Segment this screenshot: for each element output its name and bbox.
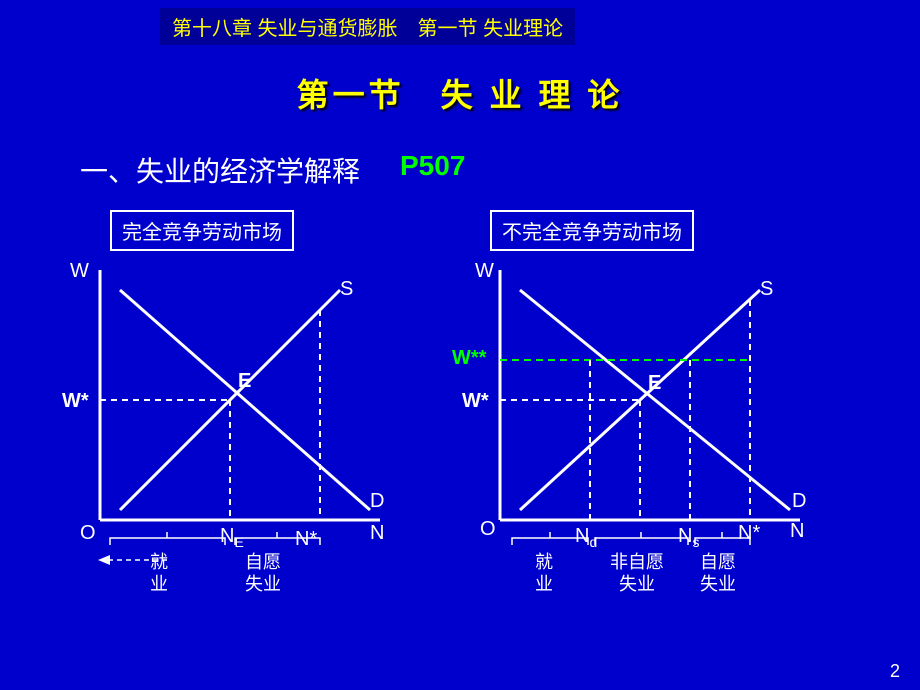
left-w-label: W (70, 260, 89, 283)
page-number: 2 (890, 661, 900, 682)
left-nstar-label: N* (295, 528, 317, 551)
right-w-label: W (475, 260, 494, 283)
slide-title: 第一节 失 业 理 论 (0, 70, 920, 116)
left-employ-label: 就业 (150, 552, 168, 595)
right-s-label: S (760, 278, 773, 301)
right-ns-label: Ns (678, 525, 699, 550)
left-n-label: N (370, 522, 384, 545)
left-wstar-label: W* (62, 390, 89, 413)
page-reference: P507 (400, 150, 465, 182)
right-employ-label: 就业 (535, 552, 553, 595)
right-inv-label: 非自愿失业 (610, 552, 664, 595)
right-nstar-label: N* (738, 522, 760, 545)
right-n-label: N (790, 520, 804, 543)
right-d-label: D (792, 490, 806, 513)
left-s-label: S (340, 278, 353, 301)
right-chart: 不完全竞争劳动市场 W S W** E W* D O Nd Ns N* N (460, 200, 860, 620)
left-ne-label: NE (220, 525, 244, 550)
right-o-label: O (480, 518, 496, 541)
left-vol-label: 自愿失业 (245, 552, 281, 595)
right-chart-title: 不完全竞争劳动市场 (490, 210, 694, 251)
left-e-label: E (238, 370, 251, 393)
left-chart-title: 完全竞争劳动市场 (110, 210, 294, 251)
right-vol-label: 自愿失业 (700, 552, 736, 595)
right-wdd-label: W** (452, 347, 486, 370)
right-e-label: E (648, 372, 661, 395)
left-chart: 完全竞争劳动市场 W S E W* D O NE N* N 就业 自愿失业 (60, 200, 430, 620)
left-o-label: O (80, 522, 96, 545)
subtitle: 一、失业的经济学解释 (80, 150, 360, 190)
left-d-label: D (370, 490, 384, 513)
slide-header: 第十八章 失业与通货膨胀 第一节 失业理论 (160, 8, 575, 45)
right-nd-label: Nd (575, 525, 597, 550)
right-wstar-label: W* (462, 390, 489, 413)
